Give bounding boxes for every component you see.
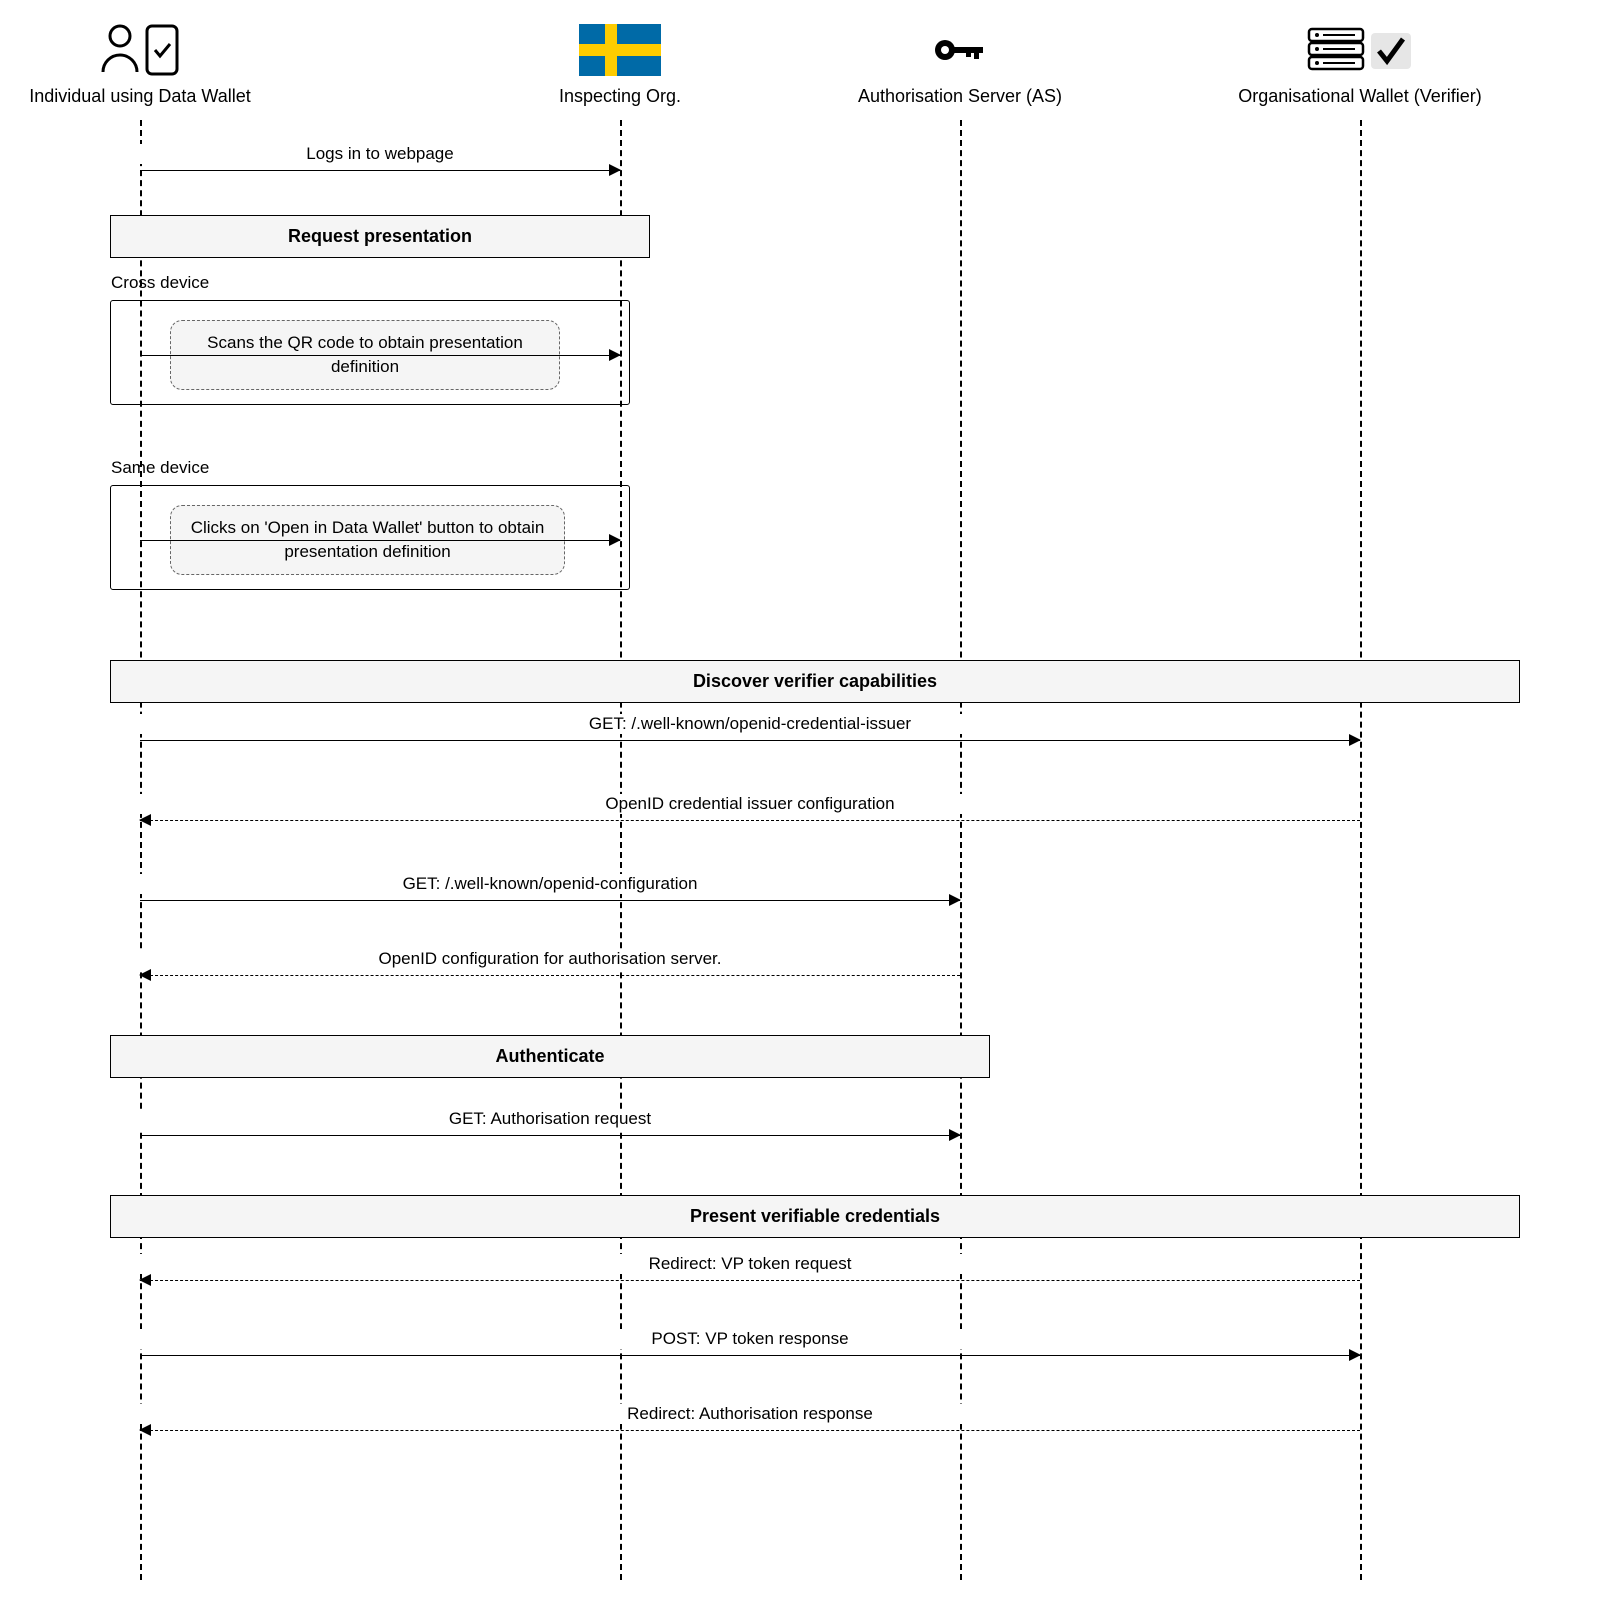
- message-label: GET: /.well-known/openid-configuration: [140, 874, 960, 894]
- message-m1: Logs in to webpage: [140, 170, 620, 171]
- actor-individual: Individual using Data Wallet: [0, 20, 280, 107]
- sequence-diagram: Individual using Data Wallet Inspecting …: [20, 20, 1580, 1580]
- lifeline: [960, 120, 962, 1580]
- message-label: OpenID configuration for authorisation s…: [140, 949, 960, 969]
- message-m7: Redirect: VP token request: [140, 1280, 1360, 1281]
- actor-auth-server: Authorisation Server (AS): [820, 20, 1100, 107]
- message-label: GET: /.well-known/openid-credential-issu…: [140, 714, 1360, 734]
- message-label: GET: Authorisation request: [140, 1109, 960, 1129]
- message-m4: GET: /.well-known/openid-configuration: [140, 900, 960, 901]
- actor-label: Inspecting Org.: [480, 86, 760, 107]
- actor-label: Organisational Wallet (Verifier): [1220, 86, 1500, 107]
- phase-present-credentials: Present verifiable credentials: [110, 1195, 1520, 1238]
- message-label: POST: VP token response: [140, 1329, 1360, 1349]
- phase-authenticate: Authenticate: [110, 1035, 990, 1078]
- group-label: Same device: [111, 458, 209, 478]
- message-m2: GET: /.well-known/openid-credential-issu…: [140, 740, 1360, 741]
- flag-icon: [480, 20, 760, 80]
- message-m5: OpenID configuration for authorisation s…: [140, 975, 960, 976]
- message-m9: Redirect: Authorisation response: [140, 1430, 1360, 1431]
- person-phone-icon: [0, 20, 280, 80]
- message-label: Redirect: Authorisation response: [140, 1404, 1360, 1424]
- actor-inspecting-org: Inspecting Org.: [480, 20, 760, 107]
- phase-discover-verifier: Discover verifier capabilities: [110, 660, 1520, 703]
- message-m3: OpenID credential issuer configuration: [140, 820, 1360, 821]
- actor-label: Individual using Data Wallet: [0, 86, 280, 107]
- server-check-icon: [1220, 20, 1500, 80]
- actor-label: Authorisation Server (AS): [820, 86, 1100, 107]
- message-m8: POST: VP token response: [140, 1355, 1360, 1356]
- message-label: Redirect: VP token request: [140, 1254, 1360, 1274]
- lifeline: [1360, 120, 1362, 1580]
- message-m6: GET: Authorisation request: [140, 1135, 960, 1136]
- actor-org-wallet: Organisational Wallet (Verifier): [1220, 20, 1500, 107]
- message-label: Logs in to webpage: [140, 144, 620, 164]
- key-icon: [820, 20, 1100, 80]
- group-arrow-ga1: [140, 355, 620, 356]
- message-label: OpenID credential issuer configuration: [140, 794, 1360, 814]
- group-arrow-ga2: [140, 540, 620, 541]
- group-label: Cross device: [111, 273, 209, 293]
- phase-request-presentation: Request presentation: [110, 215, 650, 258]
